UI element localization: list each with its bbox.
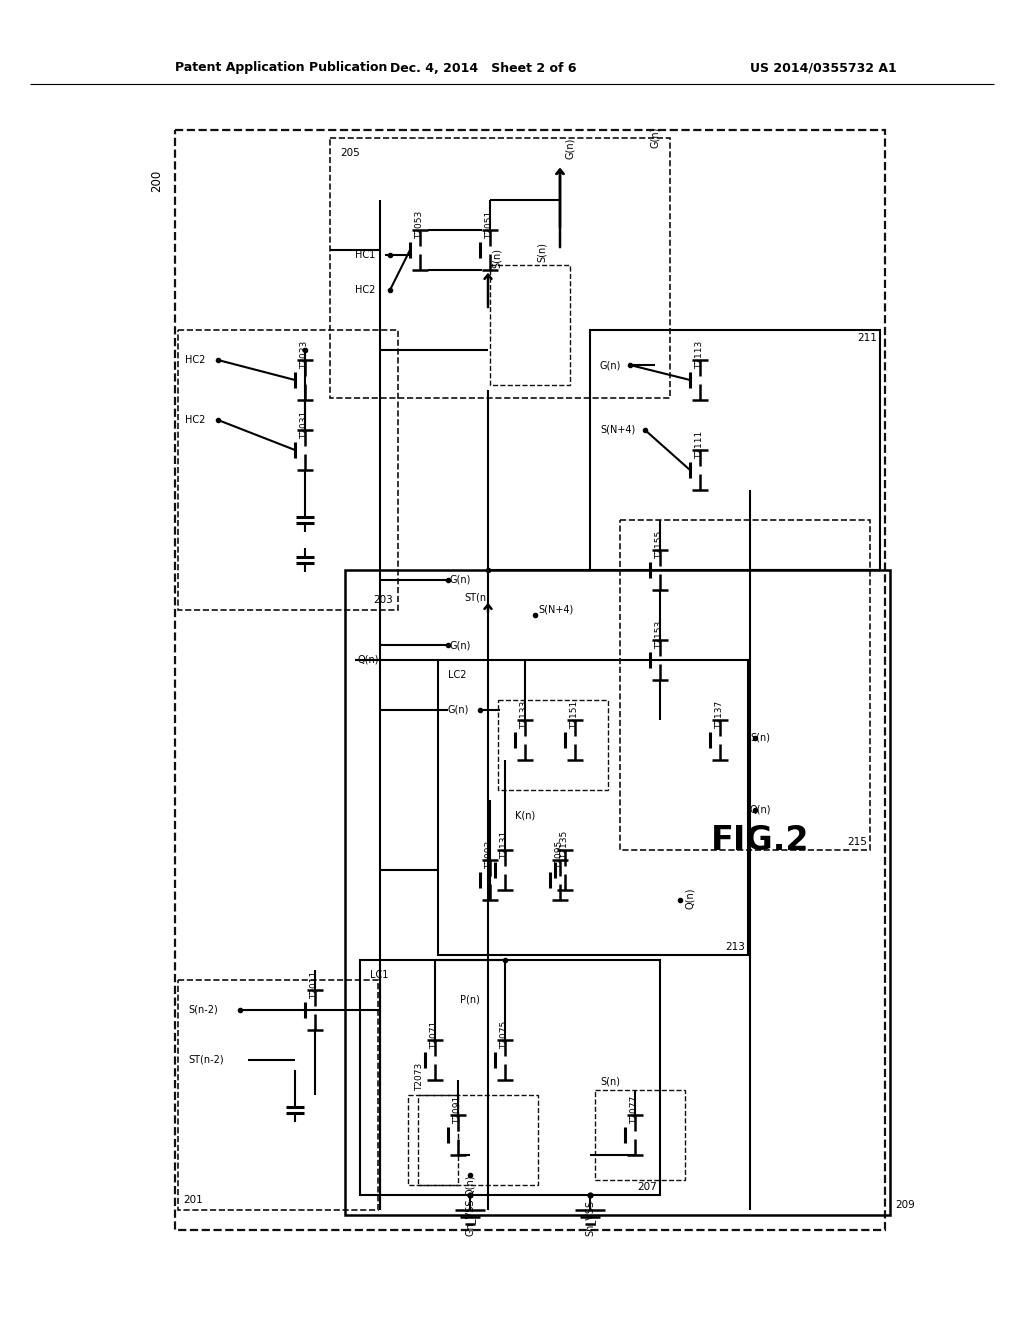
Text: T2135: T2135 xyxy=(560,830,569,859)
Text: FIG.2: FIG.2 xyxy=(711,824,809,857)
Bar xyxy=(438,660,748,954)
Text: 209: 209 xyxy=(895,1200,914,1210)
Text: HC2: HC2 xyxy=(355,285,376,294)
Text: Dec. 4, 2014   Sheet 2 of 6: Dec. 4, 2014 Sheet 2 of 6 xyxy=(390,62,577,74)
Text: HC1: HC1 xyxy=(355,249,375,260)
Text: 205: 205 xyxy=(340,148,359,158)
Text: T2053: T2053 xyxy=(416,211,425,239)
Bar xyxy=(418,1096,538,1185)
Bar xyxy=(178,330,398,610)
Bar xyxy=(360,960,660,1195)
Text: T2155: T2155 xyxy=(655,531,665,560)
Text: S(n): S(n) xyxy=(600,1077,620,1086)
Bar xyxy=(345,570,890,1214)
Text: T2011: T2011 xyxy=(310,972,319,999)
Text: P(n): P(n) xyxy=(460,995,480,1005)
Text: Q(n): Q(n) xyxy=(358,655,380,665)
Text: S(N+4): S(N+4) xyxy=(600,425,635,436)
Text: LC2: LC2 xyxy=(449,671,467,680)
Text: ST(n-2): ST(n-2) xyxy=(188,1055,223,1065)
Text: Gn_VSS: Gn_VSS xyxy=(465,1199,475,1236)
Text: Patent Application Publication: Patent Application Publication xyxy=(175,62,387,74)
Text: T2111: T2111 xyxy=(695,430,705,459)
Text: S(n): S(n) xyxy=(492,248,502,268)
Text: T2151: T2151 xyxy=(570,701,580,729)
Text: T2153: T2153 xyxy=(655,620,665,649)
Text: T2137: T2137 xyxy=(716,701,725,729)
Bar xyxy=(490,265,570,385)
Text: ST(n): ST(n) xyxy=(464,593,490,603)
Text: T2071: T2071 xyxy=(430,1020,439,1049)
Text: T2073: T2073 xyxy=(415,1063,424,1092)
Text: Q(n): Q(n) xyxy=(685,887,695,908)
Text: US 2014/0355732 A1: US 2014/0355732 A1 xyxy=(750,62,897,74)
Text: T2051: T2051 xyxy=(485,211,495,239)
Text: 200: 200 xyxy=(151,170,164,193)
Text: S(n): S(n) xyxy=(537,242,547,261)
Text: Q(n): Q(n) xyxy=(750,805,771,814)
Text: T2075: T2075 xyxy=(501,1020,510,1049)
Text: S(N+4): S(N+4) xyxy=(538,605,573,615)
Text: 215: 215 xyxy=(847,837,867,847)
Bar xyxy=(590,330,880,570)
Text: Q(n): Q(n) xyxy=(465,1175,475,1196)
Text: G(n): G(n) xyxy=(450,640,471,649)
Text: S(n): S(n) xyxy=(750,733,770,743)
Text: 201: 201 xyxy=(183,1195,203,1205)
Text: T2077: T2077 xyxy=(631,1096,640,1125)
Text: T2031: T2031 xyxy=(300,411,309,440)
Text: T2113: T2113 xyxy=(695,341,705,370)
Text: 213: 213 xyxy=(725,942,745,952)
Text: T2093: T2093 xyxy=(485,841,495,869)
Text: LC1: LC1 xyxy=(370,970,388,979)
Bar xyxy=(620,520,870,850)
Text: T2133: T2133 xyxy=(520,701,529,729)
Text: G(n): G(n) xyxy=(650,127,660,148)
Text: G(n): G(n) xyxy=(565,137,575,158)
Text: T2033: T2033 xyxy=(300,341,309,370)
Bar xyxy=(330,139,670,399)
Bar xyxy=(498,700,608,789)
Text: Sn_VSS: Sn_VSS xyxy=(585,1200,595,1236)
Text: T2091: T2091 xyxy=(454,1096,463,1125)
Text: HC2: HC2 xyxy=(185,355,206,366)
Bar xyxy=(595,1090,685,1180)
Text: G(n): G(n) xyxy=(450,576,471,585)
Text: G(n): G(n) xyxy=(449,705,469,715)
Bar xyxy=(408,1096,458,1185)
Text: S(n-2): S(n-2) xyxy=(188,1005,218,1015)
Text: 207: 207 xyxy=(637,1181,657,1192)
Text: T2095: T2095 xyxy=(555,841,564,869)
Bar xyxy=(178,979,378,1210)
Bar xyxy=(175,129,885,1230)
Text: 203: 203 xyxy=(374,595,393,605)
Text: G(n): G(n) xyxy=(600,360,622,370)
Text: HC2: HC2 xyxy=(185,414,206,425)
Text: T2131: T2131 xyxy=(501,830,510,859)
Text: 211: 211 xyxy=(857,333,877,343)
Text: K(n): K(n) xyxy=(515,810,536,820)
